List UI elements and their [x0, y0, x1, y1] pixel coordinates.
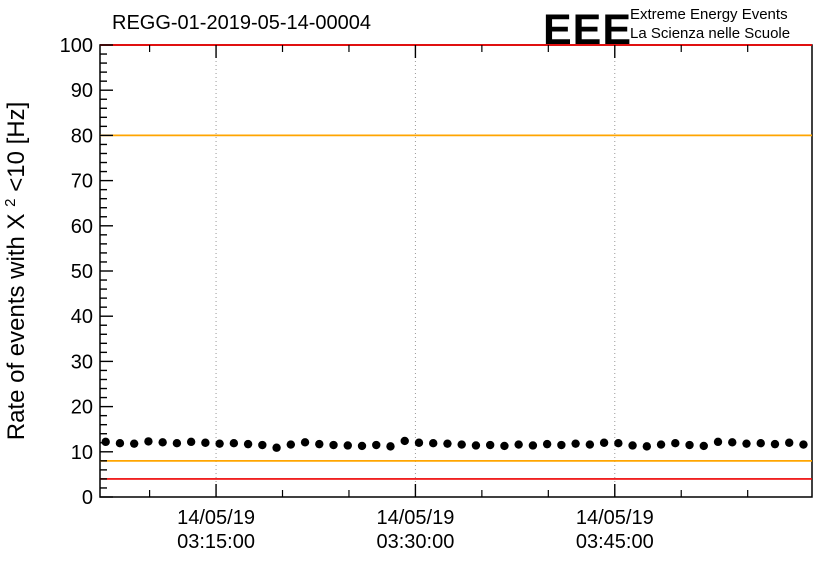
y-tick-label: 100 — [60, 35, 93, 57]
data-point — [429, 439, 438, 448]
data-point — [272, 443, 281, 452]
data-point — [457, 440, 466, 449]
y-tick-label: 10 — [71, 442, 93, 464]
y-tick-label: 80 — [71, 125, 93, 147]
y-tick-label: 30 — [71, 351, 93, 373]
data-point — [756, 439, 765, 448]
chart-title: REGG-01-2019-05-14-00004 — [112, 12, 371, 34]
data-point — [414, 438, 424, 447]
data-point — [770, 439, 780, 449]
reference-lines — [100, 44, 812, 480]
axes: 010203040506070809010014/05/1903:15:0014… — [60, 35, 749, 553]
data-point — [571, 439, 580, 448]
data-point — [799, 440, 808, 449]
y-tick-label: 60 — [71, 216, 93, 238]
y-tick-label: 20 — [71, 397, 93, 419]
data-point — [258, 440, 267, 450]
data-point — [628, 441, 637, 450]
data-point — [599, 438, 609, 447]
x-tick-label-time: 03:45:00 — [576, 531, 654, 553]
data-point — [699, 441, 708, 451]
data-point — [685, 440, 694, 450]
x-tick-label-time: 03:30:00 — [376, 531, 454, 553]
data-point — [101, 437, 110, 447]
data-point — [400, 436, 409, 446]
data-point — [386, 442, 395, 451]
gridlines — [215, 45, 616, 497]
data-point — [300, 438, 310, 447]
data-point — [343, 441, 352, 450]
data-point — [656, 440, 666, 449]
logo-subtitle-1: Extreme Energy Events — [630, 6, 788, 23]
data-point — [514, 440, 523, 449]
data-point — [172, 439, 182, 448]
data-series — [101, 436, 808, 452]
data-point — [471, 441, 481, 450]
data-point — [286, 440, 296, 449]
y-tick-label: 0 — [82, 487, 93, 509]
x-tick-label-time: 03:15:00 — [177, 531, 255, 553]
data-point — [158, 438, 167, 447]
plot-frame — [99, 44, 813, 498]
data-point — [357, 441, 367, 451]
x-tick-label-date: 14/05/19 — [576, 507, 654, 529]
data-point — [201, 438, 210, 447]
y-tick-label: 40 — [71, 306, 93, 328]
data-point — [443, 439, 452, 448]
data-point — [186, 437, 196, 447]
data-point — [315, 439, 324, 449]
data-point — [528, 441, 538, 450]
data-point — [542, 439, 552, 449]
y-tick-label: 90 — [71, 80, 93, 102]
data-point — [115, 439, 125, 448]
data-point — [243, 439, 253, 449]
data-point — [614, 439, 623, 448]
y-tick-label: 50 — [71, 261, 93, 283]
data-point — [713, 437, 723, 447]
y-axis-label: Rate of events with X 2 <10 [Hz] — [0, 102, 30, 441]
data-point — [785, 438, 794, 447]
data-point — [728, 438, 737, 447]
data-point — [557, 440, 566, 450]
data-point — [229, 439, 239, 448]
data-point — [372, 440, 381, 450]
data-point — [642, 442, 652, 451]
data-point — [485, 440, 495, 450]
data-point — [742, 439, 751, 448]
eee-logo-text: EEE — [543, 6, 632, 54]
data-point — [144, 437, 153, 446]
logo-subtitle-2: La Scienza nelle Scuole — [630, 25, 790, 42]
data-point — [129, 439, 139, 448]
data-point — [500, 441, 509, 451]
eee-logo: EEE Extreme Energy Events La Scienza nel… — [543, 6, 790, 54]
data-point — [585, 440, 595, 449]
y-tick-label: 70 — [71, 171, 93, 193]
data-point — [671, 439, 680, 448]
x-tick-label-date: 14/05/19 — [177, 507, 255, 529]
data-point — [329, 440, 338, 450]
plot-frame-layer — [99, 44, 813, 498]
x-tick-label-date: 14/05/19 — [376, 507, 454, 529]
data-point — [215, 439, 224, 448]
